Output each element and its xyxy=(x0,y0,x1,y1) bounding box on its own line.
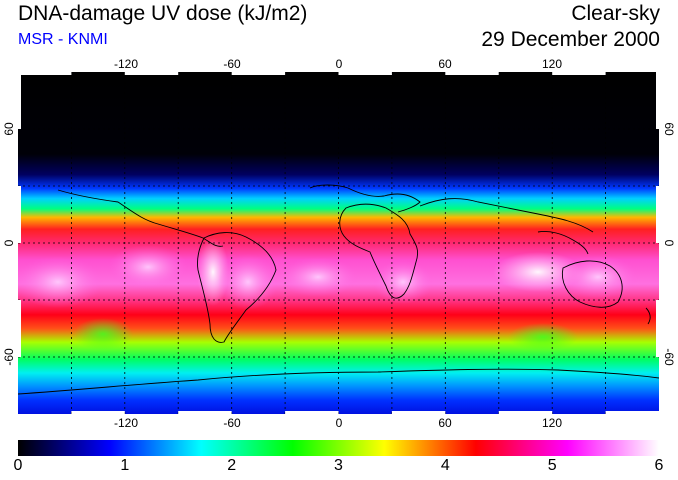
uv-dose-map xyxy=(18,72,659,414)
coastlines xyxy=(18,184,659,395)
colorbar-fill xyxy=(18,440,659,456)
frame-ticks xyxy=(18,72,659,414)
coastline-south-america xyxy=(197,232,277,343)
coastline-australia xyxy=(561,260,623,308)
colorbar-label: 2 xyxy=(227,457,237,474)
frame-segment xyxy=(391,411,446,414)
dose-patch xyxy=(18,256,103,308)
colorbar-label: 5 xyxy=(547,457,557,474)
coastline-antarctica xyxy=(18,368,659,395)
frame-segment xyxy=(18,300,21,357)
coastline-north-america xyxy=(57,189,224,247)
lat-tick-left: 0 xyxy=(2,239,16,247)
coastline-new-zealand xyxy=(645,307,651,325)
lat-tick-left: 60 xyxy=(2,122,16,136)
colorbar-label: 1 xyxy=(120,457,130,474)
frame-segment xyxy=(656,72,659,129)
coastline-southeast-asia xyxy=(537,231,589,255)
dose-patch xyxy=(373,260,433,304)
map-title: DNA-damage UV dose (kJ/m2) xyxy=(18,2,308,25)
frame-segment xyxy=(71,411,125,414)
frame-segment xyxy=(498,411,553,414)
dose-patch xyxy=(73,318,133,350)
lat-tick-right: 60 xyxy=(662,122,676,136)
lon-tick-bottom: 60 xyxy=(438,416,452,430)
lon-tick-top: 0 xyxy=(335,57,343,71)
dose-patch xyxy=(218,254,278,310)
coastline-europe xyxy=(309,184,421,213)
frame-segment xyxy=(552,72,606,75)
colorbar-label: 0 xyxy=(13,457,23,474)
lon-tick-bottom: -120 xyxy=(113,416,139,430)
lon-tick-bottom: -60 xyxy=(223,416,241,430)
frame-segment xyxy=(124,72,179,75)
coastline-africa xyxy=(339,203,419,299)
frame-segment xyxy=(656,300,659,357)
dose-patch xyxy=(508,323,578,351)
dose-patch xyxy=(108,245,188,289)
lon-tick-bottom: 0 xyxy=(335,416,343,430)
colorbar-label: 6 xyxy=(654,457,664,474)
dose-patch xyxy=(558,255,638,299)
frame-segment xyxy=(338,72,392,75)
lon-tick-top: 60 xyxy=(438,57,452,71)
source-label: MSR - KNMI xyxy=(18,31,108,48)
lon-tick-top: -60 xyxy=(223,57,241,71)
lon-tick-top: 120 xyxy=(541,57,563,71)
colorbar xyxy=(18,440,659,456)
lon-tick-top: -120 xyxy=(113,57,139,71)
graticule xyxy=(18,72,659,414)
lon-tick-bottom: 120 xyxy=(541,416,563,430)
frame-segment xyxy=(18,186,21,243)
lat-tick-right: 0 xyxy=(662,239,676,247)
frame-segment xyxy=(231,72,286,75)
frame-segment xyxy=(18,72,21,129)
frame-segment xyxy=(445,72,499,75)
colorbar-svg xyxy=(18,440,659,456)
frame-segment xyxy=(18,72,72,75)
coastline-asia xyxy=(419,198,594,233)
frame-segment xyxy=(285,411,339,414)
colorbar-label: 3 xyxy=(334,457,343,474)
frame-segment xyxy=(178,411,232,414)
lat-tick-right: -60 xyxy=(662,348,676,366)
sky-condition: Clear-sky xyxy=(571,2,660,25)
lat-tick-left: -60 xyxy=(2,348,16,366)
map-date: 29 December 2000 xyxy=(481,28,660,51)
frame-segment xyxy=(605,411,659,414)
colorbar-label: 4 xyxy=(440,457,450,474)
dose-patch xyxy=(278,257,358,297)
uv-dose-map-svg xyxy=(18,72,659,414)
frame-segment xyxy=(656,186,659,243)
